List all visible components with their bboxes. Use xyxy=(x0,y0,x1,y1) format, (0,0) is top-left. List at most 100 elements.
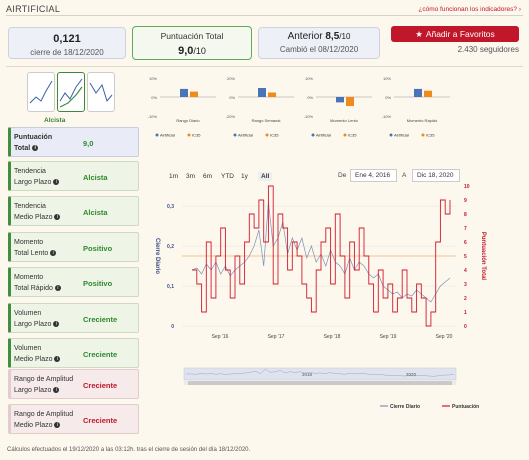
mini-tick: 10% xyxy=(149,76,157,81)
range-button[interactable]: 1m xyxy=(169,173,179,180)
help-link[interactable]: ¿cómo funcionan los indicadores? › xyxy=(418,6,521,13)
info-icon[interactable]: i xyxy=(54,214,61,221)
close-box: 0,121 cierre de 18/12/2020 xyxy=(8,27,126,59)
date-to-input[interactable]: Dic 18, 2020 xyxy=(412,169,460,182)
mini-tick: -10% xyxy=(148,114,157,119)
indicator-card[interactable]: Tendencia Medio Plazo i Alcista xyxy=(8,196,139,226)
series-score-line xyxy=(192,185,451,327)
indicator-name-line1: Momento xyxy=(14,274,44,281)
indicator-value: 9,0 xyxy=(83,139,94,148)
navigator-series xyxy=(185,368,455,377)
followers-count: 2.430 seguidores xyxy=(457,45,519,54)
previous-label: Anterior xyxy=(287,31,323,42)
indicator-name-line2: Largo Plazo xyxy=(14,321,52,328)
right-tick-label: 0 xyxy=(464,324,467,330)
date-to-label: A xyxy=(402,172,407,179)
mini-chart: 10% 0% -10% Momento Lento Airtificial IC35 xyxy=(304,76,372,138)
mini-legend-a: Airtificial xyxy=(316,133,331,138)
indicator-name-line2: Largo Plazo xyxy=(14,387,52,394)
x-tick-label: Sep '19 xyxy=(380,334,397,340)
help-link-label[interactable]: ¿cómo funcionan los indicadores? xyxy=(418,6,518,13)
total-score-value-wrap: 9,0/10 xyxy=(133,45,251,57)
indicator-card[interactable]: Volumen Medio Plazo i Creciente xyxy=(8,338,139,368)
y-right-axis-label: Puntuación Total xyxy=(480,232,486,281)
range-button[interactable]: YTD xyxy=(221,173,234,180)
date-from-label: De xyxy=(338,172,347,179)
mini-legend-b: IC35 xyxy=(348,133,357,138)
trend-thumb-1-chart xyxy=(29,80,53,104)
add-favorites-button[interactable]: ★ Añadir a Favoritos xyxy=(391,26,519,42)
indicator-name: Rango de Amplitud Medio Plazo i xyxy=(14,409,73,431)
date-from-input[interactable]: Ene 4, 2016 xyxy=(350,169,397,182)
mini-chart: 10% 0% -10% Momento Rápido Airtificial IC35 xyxy=(382,76,450,138)
mini-legend-b: IC35 xyxy=(426,133,435,138)
mini-tick: -20% xyxy=(226,114,236,119)
indicator-value: Alcista xyxy=(83,208,108,217)
navigator-label: 2018 xyxy=(302,372,313,377)
total-score-box: Puntuación Total 9,0/10 xyxy=(132,26,252,60)
close-value: 0,121 xyxy=(53,33,81,45)
indicator-card[interactable]: Puntuación Total i 9,0 xyxy=(8,127,139,157)
info-icon[interactable]: i xyxy=(54,422,61,429)
indicator-card[interactable]: Volumen Largo Plazo i Creciente xyxy=(8,303,139,333)
indicator-name: Puntuación Total i xyxy=(14,132,52,154)
indicator-card[interactable]: Momento Total Rápido i Positivo xyxy=(8,267,139,297)
indicator-name-line2: Medio Plazo xyxy=(14,422,53,429)
info-icon[interactable]: i xyxy=(53,387,60,394)
right-tick-label: 6 xyxy=(464,240,467,246)
trend-thumb-3[interactable] xyxy=(87,72,115,112)
header-divider xyxy=(6,15,523,16)
indicator-value: Creciente xyxy=(83,416,118,425)
legend-dot-blue xyxy=(155,133,159,137)
legend-dot-orange xyxy=(265,133,269,137)
previous-changed: Cambió el 08/12/2020 xyxy=(279,45,359,54)
mini-tick: 0% xyxy=(385,95,391,100)
right-tick-label: 7 xyxy=(464,226,467,232)
mini-tick: 10% xyxy=(305,76,313,81)
previous-score-wrap: Anterior 8,5/10 xyxy=(259,31,379,42)
indicator-name: Volumen Largo Plazo i xyxy=(14,308,60,330)
info-icon[interactable]: i xyxy=(54,285,61,292)
navigator-scroll-thumb[interactable] xyxy=(188,381,452,385)
mini-tick: -10% xyxy=(304,114,314,119)
left-tick-label: 0,1 xyxy=(167,284,174,290)
add-favorites-label: Añadir a Favoritos xyxy=(425,29,495,39)
indicator-card[interactable]: Momento Total Lento i Positivo xyxy=(8,232,139,262)
info-icon[interactable]: i xyxy=(54,356,61,363)
trend-thumb-1[interactable] xyxy=(27,72,55,112)
info-icon[interactable]: i xyxy=(53,321,60,328)
indicator-name-line1: Rango de Amplitud xyxy=(14,411,74,418)
indicator-card[interactable]: Rango de Amplitud Largo Plazo i Creciente xyxy=(8,369,139,399)
trend-thumb-2-chart xyxy=(59,78,83,108)
indicator-value: Creciente xyxy=(83,315,118,324)
right-tick-label: 9 xyxy=(464,198,467,204)
indicator-name-line2: Total Rápido xyxy=(14,285,53,292)
mini-bar-airtificial xyxy=(258,88,266,97)
right-tick-label: 2 xyxy=(464,296,467,302)
range-button[interactable]: All xyxy=(258,172,273,181)
info-icon[interactable]: i xyxy=(32,145,39,152)
x-tick-label: Sep '18 xyxy=(324,334,341,340)
previous-score-box: Anterior 8,5/10 Cambió el 08/12/2020 xyxy=(258,27,380,59)
range-button[interactable]: 3m xyxy=(186,173,196,180)
info-icon[interactable]: i xyxy=(53,179,60,186)
indicator-name: Volumen Medio Plazo i xyxy=(14,343,61,365)
mini-chart: 10% 0% -10% Rango Diario Airtificial IC35 xyxy=(148,76,216,138)
x-tick-label: Sep '17 xyxy=(268,334,285,340)
indicator-card[interactable]: Tendencia Largo Plazo i Alcista xyxy=(8,161,139,191)
range-button[interactable]: 1y xyxy=(241,173,248,180)
indicator-name-line1: Momento xyxy=(14,239,44,246)
indicator-card[interactable]: Rango de Amplitud Medio Plazo i Creciente xyxy=(8,404,139,434)
mini-bar-airtificial xyxy=(180,88,188,97)
trend-thumb-2[interactable] xyxy=(57,72,85,112)
navigator-window[interactable] xyxy=(183,367,457,381)
range-button[interactable]: 6m xyxy=(203,173,213,180)
info-icon[interactable]: i xyxy=(50,250,57,257)
mini-charts: 10% 0% -10% Rango Diario Airtificial IC35 20% 0… xyxy=(148,76,450,138)
mini-legend-a: Airtificial xyxy=(160,133,175,138)
legend-dot-orange xyxy=(187,133,191,137)
mini-bar-ic35 xyxy=(268,92,276,97)
mini-chart-title: Rango Semanal xyxy=(252,118,281,123)
mini-chart-title: Momento Lento xyxy=(330,118,359,123)
